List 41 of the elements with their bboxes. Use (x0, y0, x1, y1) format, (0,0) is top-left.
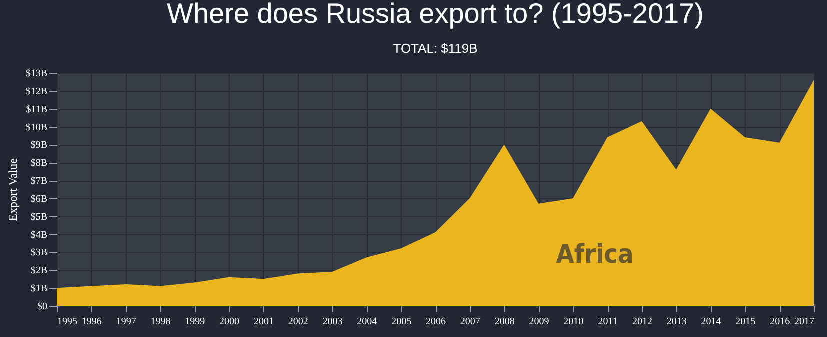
x-tick-label: 2016 (770, 316, 790, 328)
x-tick-label: 2014 (701, 316, 722, 328)
x-tick-label: 2001 (254, 316, 274, 328)
x-tick-label: 2008 (494, 316, 515, 328)
x-tick-label: 2005 (392, 316, 412, 328)
y-tick-label: $5B (30, 212, 48, 223)
chart-subtitle: TOTAL: $119B (393, 41, 478, 56)
series-label: Africa (556, 240, 634, 270)
x-tick-label: 2007 (460, 316, 480, 328)
y-tick-label: $13B (26, 68, 48, 80)
y-tick-label: $0 (38, 302, 48, 312)
y-tick-label: $4B (30, 230, 48, 241)
x-tick-label: 2015 (736, 316, 756, 328)
x-tick-label: 2004 (357, 316, 378, 328)
x-tick-label: 2006 (426, 316, 446, 328)
y-tick-label: $1B (30, 284, 48, 295)
x-tick-label: 2012 (632, 316, 652, 328)
x-tick-label: 1997 (116, 316, 136, 328)
y-tick-label: $3B (30, 248, 48, 259)
x-tick-label: 2013 (666, 316, 687, 328)
x-tick-label: 2000 (220, 316, 240, 328)
x-tick-label: 2002 (288, 316, 308, 328)
x-tick-label: 2011 (598, 316, 618, 328)
y-tick-label: $6B (30, 194, 48, 205)
x-tick-label: 2009 (529, 316, 550, 328)
x-tick-label: 2010 (564, 316, 584, 328)
chart-title: Where does Russia export to? (1995-2017) (167, 0, 704, 29)
y-tick-label: $8B (30, 158, 48, 170)
x-tick-label: 2017 (794, 316, 814, 328)
x-tick-label: 1999 (185, 316, 206, 328)
x-tick-label: 1998 (150, 316, 171, 328)
x-tick-label: 1995 (58, 316, 78, 328)
y-tick-label: $7B (30, 176, 48, 188)
y-tick-label: $9B (30, 140, 48, 152)
y-tick-label: $10B (26, 122, 48, 134)
y-axis-title: Export Value (6, 158, 20, 222)
y-tick-label: $11B (26, 104, 48, 116)
y-tick-label: $2B (30, 266, 48, 277)
y-tick-label: $12B (26, 86, 48, 98)
x-tick-label: 2003 (322, 316, 343, 328)
x-tick-label: 1996 (82, 316, 102, 328)
